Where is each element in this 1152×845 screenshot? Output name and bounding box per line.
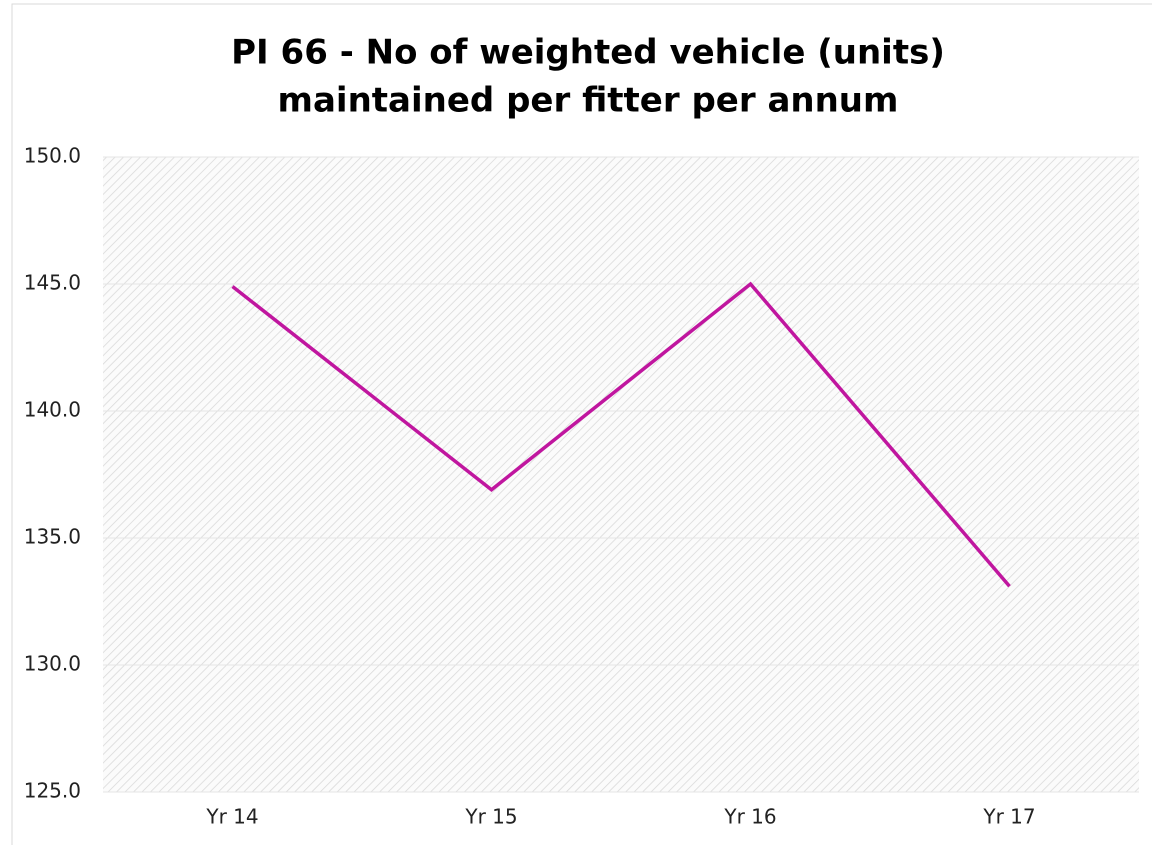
y-tick-label: 140.0 [24,398,81,422]
y-tick-label: 130.0 [24,652,81,676]
x-tick-label: Yr 14 [205,805,258,829]
x-tick-label: Yr 17 [982,805,1035,829]
plot-area [103,157,1139,792]
chart-title: PI 66 - No of weighted vehicle (units) [231,33,945,73]
y-tick-label: 125.0 [24,779,81,803]
y-tick-label: 145.0 [24,271,81,295]
x-tick-label: Yr 15 [464,805,517,829]
y-tick-label: 135.0 [24,525,81,549]
y-tick-label: 150.0 [24,144,81,168]
data-line [231,281,1011,588]
chart-title: maintained per fitter per annum [278,81,899,121]
x-tick-label: Yr 16 [723,805,776,829]
